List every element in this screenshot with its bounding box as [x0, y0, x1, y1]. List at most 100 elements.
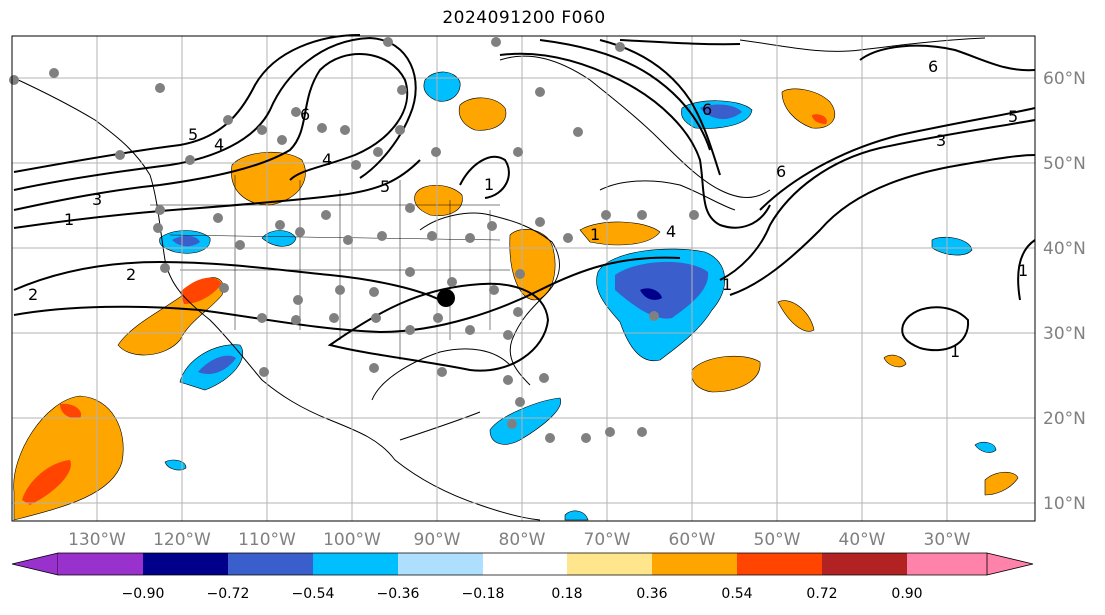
station-marker: [373, 147, 383, 157]
station-marker: [257, 313, 267, 323]
lon-label: 120°W: [153, 530, 211, 550]
lon-label: 60°W: [669, 530, 716, 550]
colorbar-bin: [398, 553, 483, 575]
station-marker: [321, 210, 331, 220]
station-marker: [235, 240, 245, 250]
station-marker: [431, 147, 441, 157]
contour-label: 2: [28, 285, 38, 304]
station-marker: [563, 233, 573, 243]
station-marker: [293, 295, 303, 305]
lat-label: 60°N: [1043, 69, 1086, 89]
station-marker: [397, 85, 407, 95]
contour-label: 3: [936, 131, 946, 150]
colorbar-bin: [143, 553, 228, 575]
colorbar-tick-label: −0.54: [292, 586, 335, 602]
lon-label: 100°W: [323, 530, 381, 550]
lon-label: 110°W: [238, 530, 296, 550]
contours: [13, 34, 1036, 372]
station-markers: [9, 37, 699, 443]
station-marker: [259, 367, 269, 377]
contour-label: 6: [928, 57, 938, 76]
station-marker: [185, 155, 195, 165]
contour-label: 4: [214, 135, 224, 154]
contour-label: 1: [590, 225, 600, 244]
colorbar-tick-label: 0.36: [636, 586, 667, 602]
station-marker: [155, 205, 165, 215]
lat-label: 10°N: [1043, 494, 1086, 514]
contour-label: 1: [484, 175, 494, 194]
station-marker: [545, 433, 555, 443]
colorbar-bin: [483, 553, 567, 575]
lat-label: 50°N: [1043, 154, 1086, 174]
station-marker: [447, 277, 457, 287]
station-marker: [405, 203, 415, 213]
contour-label: 1: [64, 210, 74, 229]
station-marker: [369, 287, 379, 297]
station-marker: [637, 210, 647, 220]
colorbar-tick-label: −0.36: [377, 586, 420, 602]
contour-label: 4: [322, 150, 332, 169]
station-marker: [637, 427, 647, 437]
station-marker: [340, 125, 350, 135]
station-marker: [351, 160, 361, 170]
station-marker: [153, 223, 163, 233]
station-marker: [503, 330, 513, 340]
colorbar-tick-label: −0.90: [122, 586, 165, 602]
shade-caribbean-negative: [489, 397, 562, 445]
station-marker: [465, 233, 475, 243]
station-marker: [291, 107, 301, 117]
station-marker: [427, 231, 437, 241]
shade-lakes-positive: [414, 184, 463, 216]
station-marker: [383, 37, 393, 47]
station-marker: [335, 285, 345, 295]
contour-label: 1: [722, 275, 732, 294]
contour-label: 5: [380, 177, 390, 196]
contour-label: 1: [950, 342, 960, 361]
station-marker: [295, 227, 305, 237]
colorbar-bin: [652, 553, 737, 575]
station-marker: [377, 231, 387, 241]
map-frame: [11, 35, 1036, 522]
station-marker: [343, 235, 353, 245]
lon-label: 30°W: [924, 530, 971, 550]
longitude-labels: 130°W 120°W 110°W 100°W 90°W 80°W 70°W 6…: [68, 530, 971, 550]
station-marker: [649, 311, 659, 321]
lon-label: 40°W: [839, 530, 886, 550]
colorbar: −0.90 −0.72 −0.54 −0.36 −0.18 0.18 0.36 …: [11, 552, 1034, 602]
station-marker: [465, 325, 475, 335]
map-title: 2024091200 F060: [442, 8, 606, 28]
colorbar-tick-label: 0.72: [806, 586, 837, 602]
colorbar-bin: [822, 553, 907, 575]
station-marker: [615, 42, 625, 52]
station-marker: [223, 115, 233, 125]
station-marker: [405, 267, 415, 277]
shade-greenland-positive: [781, 88, 836, 129]
shade-east-positive: [509, 228, 556, 301]
contour-label: 6: [702, 100, 712, 119]
station-marker: [369, 363, 379, 373]
contour-label: 4: [666, 222, 676, 241]
colorbar-bin: [567, 553, 652, 575]
station-marker: [515, 397, 525, 407]
contour-labels: 5 4 4 6 5 3 1 1 2 2 1 6 4 3 5 6 1 1 1 6: [28, 57, 1028, 361]
station-marker: [257, 125, 267, 135]
station-marker: [535, 87, 545, 97]
station-marker: [160, 263, 170, 273]
lat-label: 40°N: [1043, 239, 1086, 259]
contour-label: 2: [126, 265, 136, 284]
station-marker: [605, 427, 615, 437]
colorbar-tick-label: −0.72: [207, 586, 250, 602]
station-marker: [539, 373, 549, 383]
station-marker: [291, 315, 301, 325]
station-marker: [487, 221, 497, 231]
station-marker: [277, 135, 287, 145]
lon-label: 70°W: [584, 530, 631, 550]
station-marker: [489, 285, 499, 295]
station-marker: [115, 150, 125, 160]
shade-rockies-positive: [231, 151, 306, 206]
station-marker: [507, 419, 517, 429]
contour-label: 3: [92, 190, 102, 209]
contour-label: 6: [776, 162, 786, 181]
lon-label: 50°W: [754, 530, 801, 550]
